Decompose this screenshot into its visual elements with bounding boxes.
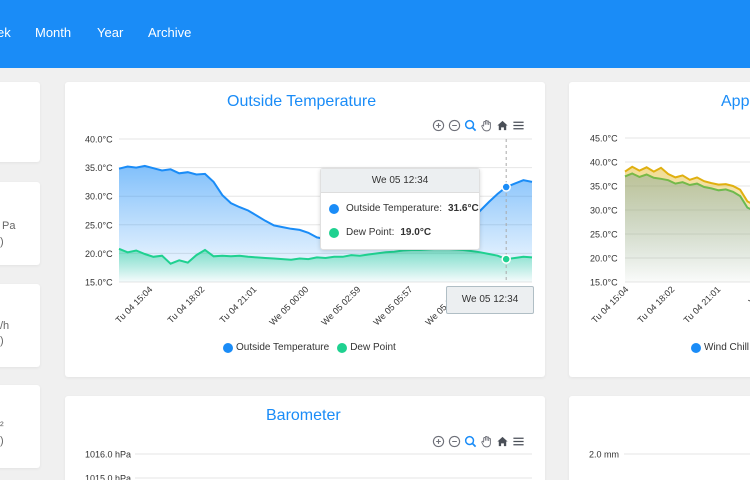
rain-card: 2.0 mm	[569, 396, 750, 480]
card-title: Outside Temperature	[227, 93, 377, 110]
menu-icon[interactable]	[512, 435, 525, 448]
left-card-4-line-2: )	[0, 435, 4, 447]
card-title: Barometer	[266, 407, 341, 424]
nav-item-week[interactable]: ek	[0, 25, 11, 40]
reset-home-icon[interactable]	[496, 119, 509, 132]
top-navbar: ek Month Year Archive	[0, 0, 750, 68]
left-card-1	[0, 82, 40, 162]
left-card-4-line-1: ²	[0, 420, 4, 432]
menu-icon[interactable]	[512, 119, 525, 132]
apparent-temperature-card: App 45.0°C 40.0°C 35.0°C 30.0°C 25.0°C 20.0°C…	[569, 82, 750, 377]
series-line	[118, 247, 533, 265]
tooltip-value: 31.6°C	[447, 203, 479, 214]
tooltip-value: 19.0°C	[400, 227, 432, 238]
pan-hand-icon[interactable]	[480, 119, 493, 132]
legend-label: Wind Chill	[704, 342, 750, 353]
legend-marker-icon	[691, 342, 701, 353]
left-card-2-line-1: Pa	[2, 220, 16, 232]
chart-toolbar	[432, 435, 525, 448]
legend-marker-icon	[337, 342, 348, 353]
chart-toolbar	[432, 119, 525, 132]
tooltip-label: Dew Point:	[346, 227, 395, 238]
series-line	[624, 165, 750, 204]
hover-marker	[501, 182, 511, 192]
dew-point-dot-icon	[329, 227, 339, 238]
zoom-in-icon[interactable]	[432, 435, 445, 448]
y-tick-label: 1015.0 hPa	[85, 474, 131, 480]
y-tick-label: 25.0°C	[590, 230, 618, 240]
y-tick-label: 15.0°C	[85, 278, 113, 288]
hover-marker	[501, 254, 511, 264]
y-tick-label: 20.0°C	[85, 249, 113, 259]
x-tick-label: We 05 02:59	[319, 284, 362, 327]
x-tick-label: Tu 04 15:04	[114, 284, 155, 325]
left-card-4: ² )	[0, 385, 40, 468]
legend-marker-icon	[223, 342, 233, 353]
y-tick-label: 20.0°C	[590, 254, 618, 264]
barometer-card: Barometer 1016.0 hPa 1015.0 hPa	[65, 396, 545, 480]
legend-item-outside-temperature[interactable]: Outside Temperature	[223, 342, 329, 353]
chart-legend: Outside Temperature Dew Point	[223, 342, 404, 353]
nav-item-archive[interactable]: Archive	[148, 25, 192, 40]
left-card-3-line-2: )	[0, 335, 4, 347]
y-tick-label: 35.0°C	[85, 163, 113, 173]
rain-chart[interactable]: 2.0 mm	[569, 396, 750, 480]
left-card-2-line-2: )	[0, 236, 4, 248]
tooltip-row-outside-temperature: Outside Temperature: 31.6°C	[329, 203, 479, 214]
series-area	[625, 166, 750, 282]
x-tick-label: We 05 05:57	[371, 284, 414, 327]
y-tick-label: 30.0°C	[85, 192, 113, 202]
y-tick-label: 15.0°C	[590, 278, 618, 288]
reset-home-icon[interactable]	[496, 435, 509, 448]
legend-label: Outside Temperature	[236, 342, 330, 353]
apparent-temperature-chart[interactable]: 45.0°C 40.0°C 35.0°C 30.0°C 25.0°C 20.0°C 15.0…	[569, 82, 750, 377]
tooltip-label: Outside Temperature:	[346, 203, 442, 214]
legend-item-wind-chill[interactable]: Wind Chill	[691, 342, 749, 353]
x-tick-label: Tu 04 21:01	[218, 284, 259, 325]
barometer-chart[interactable]: 1016.0 hPa 1015.0 hPa	[65, 396, 545, 480]
x-tick-label: Tu 04 21:01	[682, 284, 723, 325]
y-tick-label: 1016.0 hPa	[85, 450, 131, 460]
left-card-3-line-1: /h	[0, 320, 10, 332]
outside-temperature-card: Outside Temperature 40.0°C 35.0°C 30.0°C 25…	[65, 82, 545, 377]
y-tick-label: 25.0°C	[85, 220, 113, 230]
left-card-2: Pa )	[0, 182, 40, 265]
selection-zoom-icon[interactable]	[464, 435, 477, 448]
y-tick-label: 2.0 mm	[589, 450, 619, 460]
x-tick-label: We 0	[747, 284, 750, 306]
legend-item-dew-point[interactable]: Dew Point	[337, 342, 396, 353]
x-tick-label: Tu 04 18:02	[636, 284, 677, 325]
x-tick-label: We 05 00:00	[267, 284, 310, 327]
x-axis-tooltip: We 05 12:34	[446, 286, 534, 314]
card-title: App	[721, 93, 750, 110]
nav-item-year[interactable]: Year	[97, 25, 124, 40]
y-tick-label: 40.0°C	[590, 158, 618, 168]
chart-tooltip: We 05 12:34 Outside Temperature: 31.6°C …	[320, 168, 480, 250]
legend-label: Dew Point	[350, 342, 396, 353]
outside-temperature-dot-icon	[329, 203, 339, 214]
zoom-out-icon[interactable]	[448, 119, 461, 132]
series-area	[119, 248, 532, 282]
x-tick-label: Tu 04 18:02	[166, 284, 207, 325]
zoom-in-icon[interactable]	[432, 119, 445, 132]
y-tick-label: 30.0°C	[590, 206, 618, 216]
y-tick-label: 45.0°C	[590, 134, 618, 144]
y-tick-label: 35.0°C	[590, 182, 618, 192]
left-card-3: /h )	[0, 284, 40, 367]
tooltip-header: We 05 12:34	[321, 169, 479, 193]
selection-zoom-icon[interactable]	[464, 119, 477, 132]
nav-item-month[interactable]: Month	[35, 25, 72, 40]
zoom-out-icon[interactable]	[448, 435, 461, 448]
chart-legend: Wind Chill	[691, 342, 750, 353]
pan-hand-icon[interactable]	[480, 435, 493, 448]
tooltip-row-dew-point: Dew Point: 19.0°C	[329, 227, 431, 238]
y-tick-label: 40.0°C	[85, 135, 113, 145]
x-tick-label: Tu 04 15:04	[590, 284, 631, 325]
